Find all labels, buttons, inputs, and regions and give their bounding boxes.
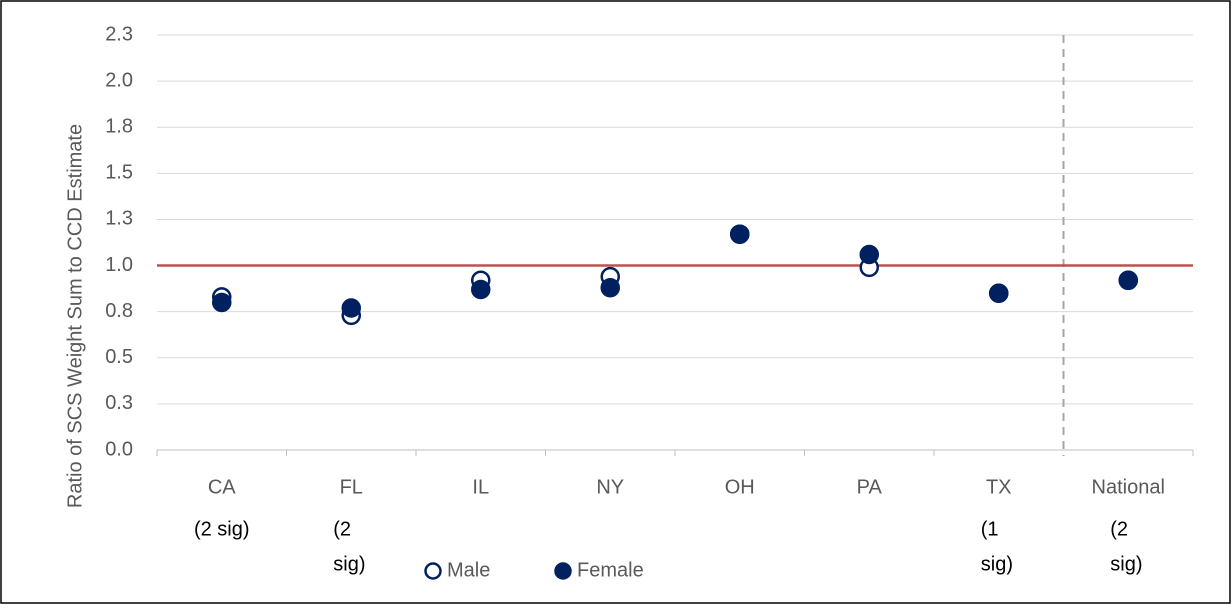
x-tick-label: National <box>1092 476 1165 498</box>
category-note: sig) <box>333 553 365 575</box>
category-note: (2 <box>1110 518 1128 540</box>
y-tick-label: 2.0 <box>105 69 133 91</box>
x-tick-label: IL <box>472 476 489 498</box>
y-tick-label: 0.3 <box>105 392 133 414</box>
y-tick-label: 0.8 <box>105 300 133 322</box>
y-tick-label: 0.0 <box>105 438 133 460</box>
legend-label: Female <box>577 559 644 581</box>
category-note: sig) <box>981 553 1013 575</box>
marker <box>341 298 361 318</box>
legend-marker <box>554 562 572 580</box>
marker <box>859 244 879 265</box>
x-tick-label: OH <box>725 476 755 498</box>
legend-label: Male <box>447 559 490 581</box>
legend-marker <box>424 562 442 580</box>
marker <box>730 224 750 244</box>
y-tick-label: 2.3 <box>105 23 133 45</box>
y-tick-label: 0.5 <box>105 346 133 368</box>
category-note: (1 <box>981 518 999 540</box>
category-note: (2 sig) <box>194 518 250 540</box>
marker <box>1118 270 1138 291</box>
y-tick-label: 1.8 <box>105 116 133 138</box>
x-tick-label: NY <box>596 476 624 498</box>
marker <box>600 277 620 298</box>
x-tick-label: TX <box>986 476 1012 498</box>
category-note: (2 <box>333 518 351 540</box>
y-axis-title: Ratio of SCS Weight Sum to CCD Estimate <box>64 124 86 508</box>
y-tick-label: 1.0 <box>105 254 133 276</box>
x-tick-label: FL <box>340 476 363 498</box>
y-tick-label: 1.3 <box>105 208 133 230</box>
marker <box>989 283 1009 303</box>
x-tick-label: CA <box>208 476 236 498</box>
y-tick-label: 1.5 <box>105 162 133 184</box>
category-note: sig) <box>1110 553 1142 575</box>
marker <box>212 292 232 313</box>
x-tick-label: PA <box>857 476 883 498</box>
marker <box>471 279 491 300</box>
